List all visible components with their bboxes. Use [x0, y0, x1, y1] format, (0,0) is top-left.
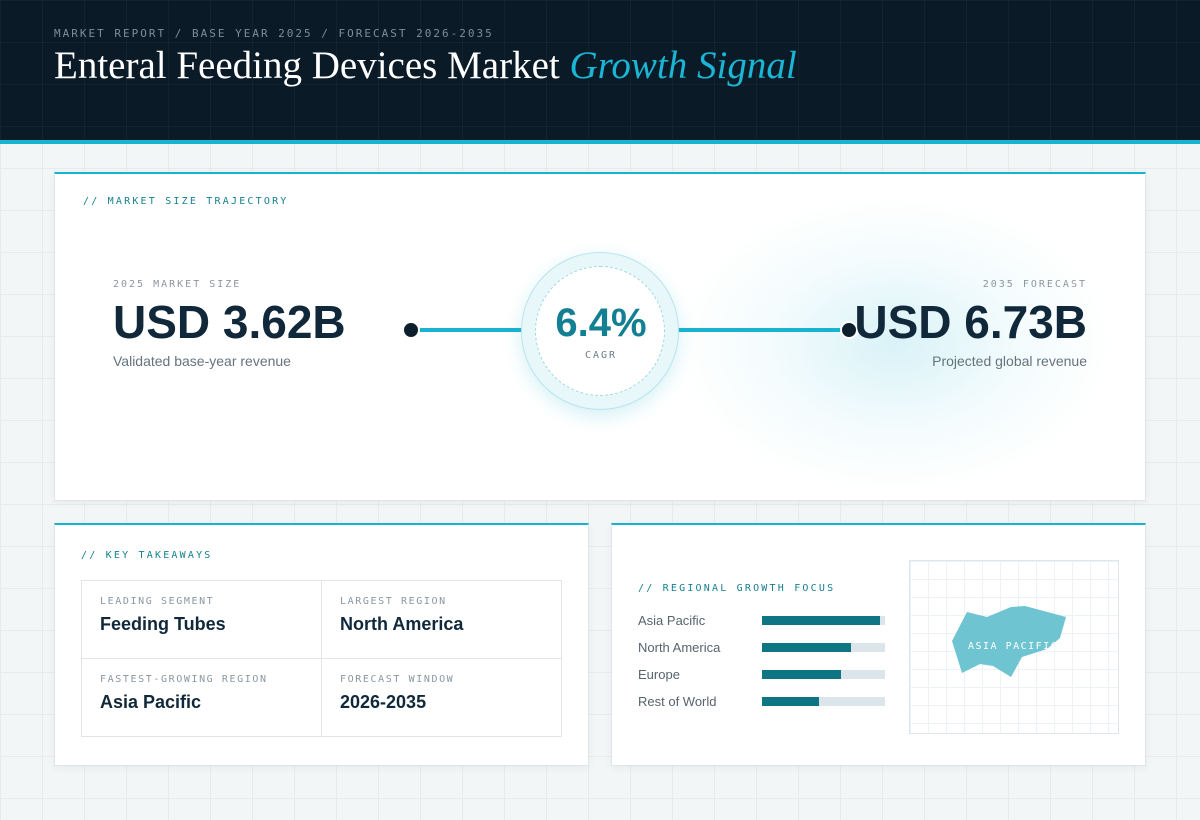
market-size-trajectory-card: // MARKET SIZE TRAJECTORY 2025 MARKET SI… [54, 172, 1146, 501]
region-name: Rest of World [638, 694, 717, 709]
start-marker-dot [402, 321, 420, 339]
asia-pacific-map: ASIA PACIFIC [909, 560, 1119, 734]
takeaway-value: 2026-2035 [340, 692, 427, 712]
end-caption: Projected global revenue [932, 353, 1087, 369]
title-main: Enteral Feeding Devices Market [54, 44, 560, 87]
takeaway-largest-region: LARGEST REGION North America [322, 581, 562, 659]
region-bar-row: North America [638, 640, 888, 655]
takeaways-label: // KEY TAKEAWAYS [81, 550, 213, 561]
region-bar-row: Rest of World [638, 694, 888, 709]
background-glow [675, 194, 1115, 494]
start-caption: Validated base-year revenue [113, 353, 291, 369]
region-name: North America [638, 640, 721, 655]
cagr-label: CAGR [584, 350, 618, 361]
region-bar-row: Europe [638, 667, 888, 682]
key-takeaways-card: // KEY TAKEAWAYS LEADING SEGMENT Feeding… [54, 523, 589, 766]
region-bar-track [762, 697, 885, 706]
end-value: USD 6.73B [854, 296, 1087, 348]
regional-label: // REGIONAL GROWTH FOCUS [638, 583, 836, 594]
takeaway-leading-segment: LEADING SEGMENT Feeding Tubes [82, 581, 322, 659]
region-bar-fill [762, 697, 819, 706]
map-label: ASIA PACIFIC [968, 641, 1059, 652]
region-bar-track [762, 643, 885, 652]
takeaway-value: Feeding Tubes [100, 614, 226, 634]
region-bar-track [762, 616, 885, 625]
region-bar-track [762, 670, 885, 679]
start-value: USD 3.62B [113, 296, 346, 348]
takeaways-grid: LEADING SEGMENT Feeding Tubes LARGEST RE… [81, 580, 562, 737]
region-bar-fill [762, 670, 841, 679]
trajectory-line-right [665, 328, 851, 332]
trajectory-label: // MARKET SIZE TRAJECTORY [83, 196, 289, 207]
report-header: MARKET REPORT / BASE YEAR 2025 / FORECAS… [0, 0, 1200, 144]
regional-growth-card: // REGIONAL GROWTH FOCUS Asia Pacific No… [611, 523, 1146, 766]
region-bar-row: Asia Pacific [638, 613, 888, 628]
end-marker-dot [840, 321, 858, 339]
region-bar-fill [762, 643, 851, 652]
cagr-badge: 6.4% CAGR [521, 252, 679, 410]
region-name: Europe [638, 667, 680, 682]
cagr-value: 6.4% [555, 301, 647, 345]
region-name: Asia Pacific [638, 613, 706, 628]
end-eyebrow: 2035 FORECAST [982, 279, 1087, 290]
report-eyebrow: MARKET REPORT / BASE YEAR 2025 / FORECAS… [54, 27, 494, 40]
trajectory-line-left [415, 328, 535, 332]
takeaway-value: Asia Pacific [100, 692, 202, 712]
takeaway-label: LEADING SEGMENT [100, 596, 215, 607]
region-bar-fill [762, 616, 881, 625]
page-title: Enteral Feeding Devices Market Growth Si… [54, 43, 797, 88]
takeaway-label: FORECAST WINDOW [340, 674, 455, 685]
title-accent: Growth Signal [569, 44, 797, 87]
takeaway-value: North America [340, 614, 464, 634]
map-region-shape [952, 606, 1066, 677]
takeaway-label: LARGEST REGION [340, 596, 447, 607]
takeaway-fastest-growing-region: FASTEST-GROWING REGION Asia Pacific [82, 659, 322, 736]
takeaway-label: FASTEST-GROWING REGION [100, 674, 268, 685]
start-eyebrow: 2025 MARKET SIZE [113, 279, 242, 290]
cagr-inner-ring: 6.4% CAGR [535, 266, 665, 396]
takeaway-forecast-window: FORECAST WINDOW 2026-2035 [322, 659, 562, 736]
asia-pacific-region [952, 606, 1066, 677]
